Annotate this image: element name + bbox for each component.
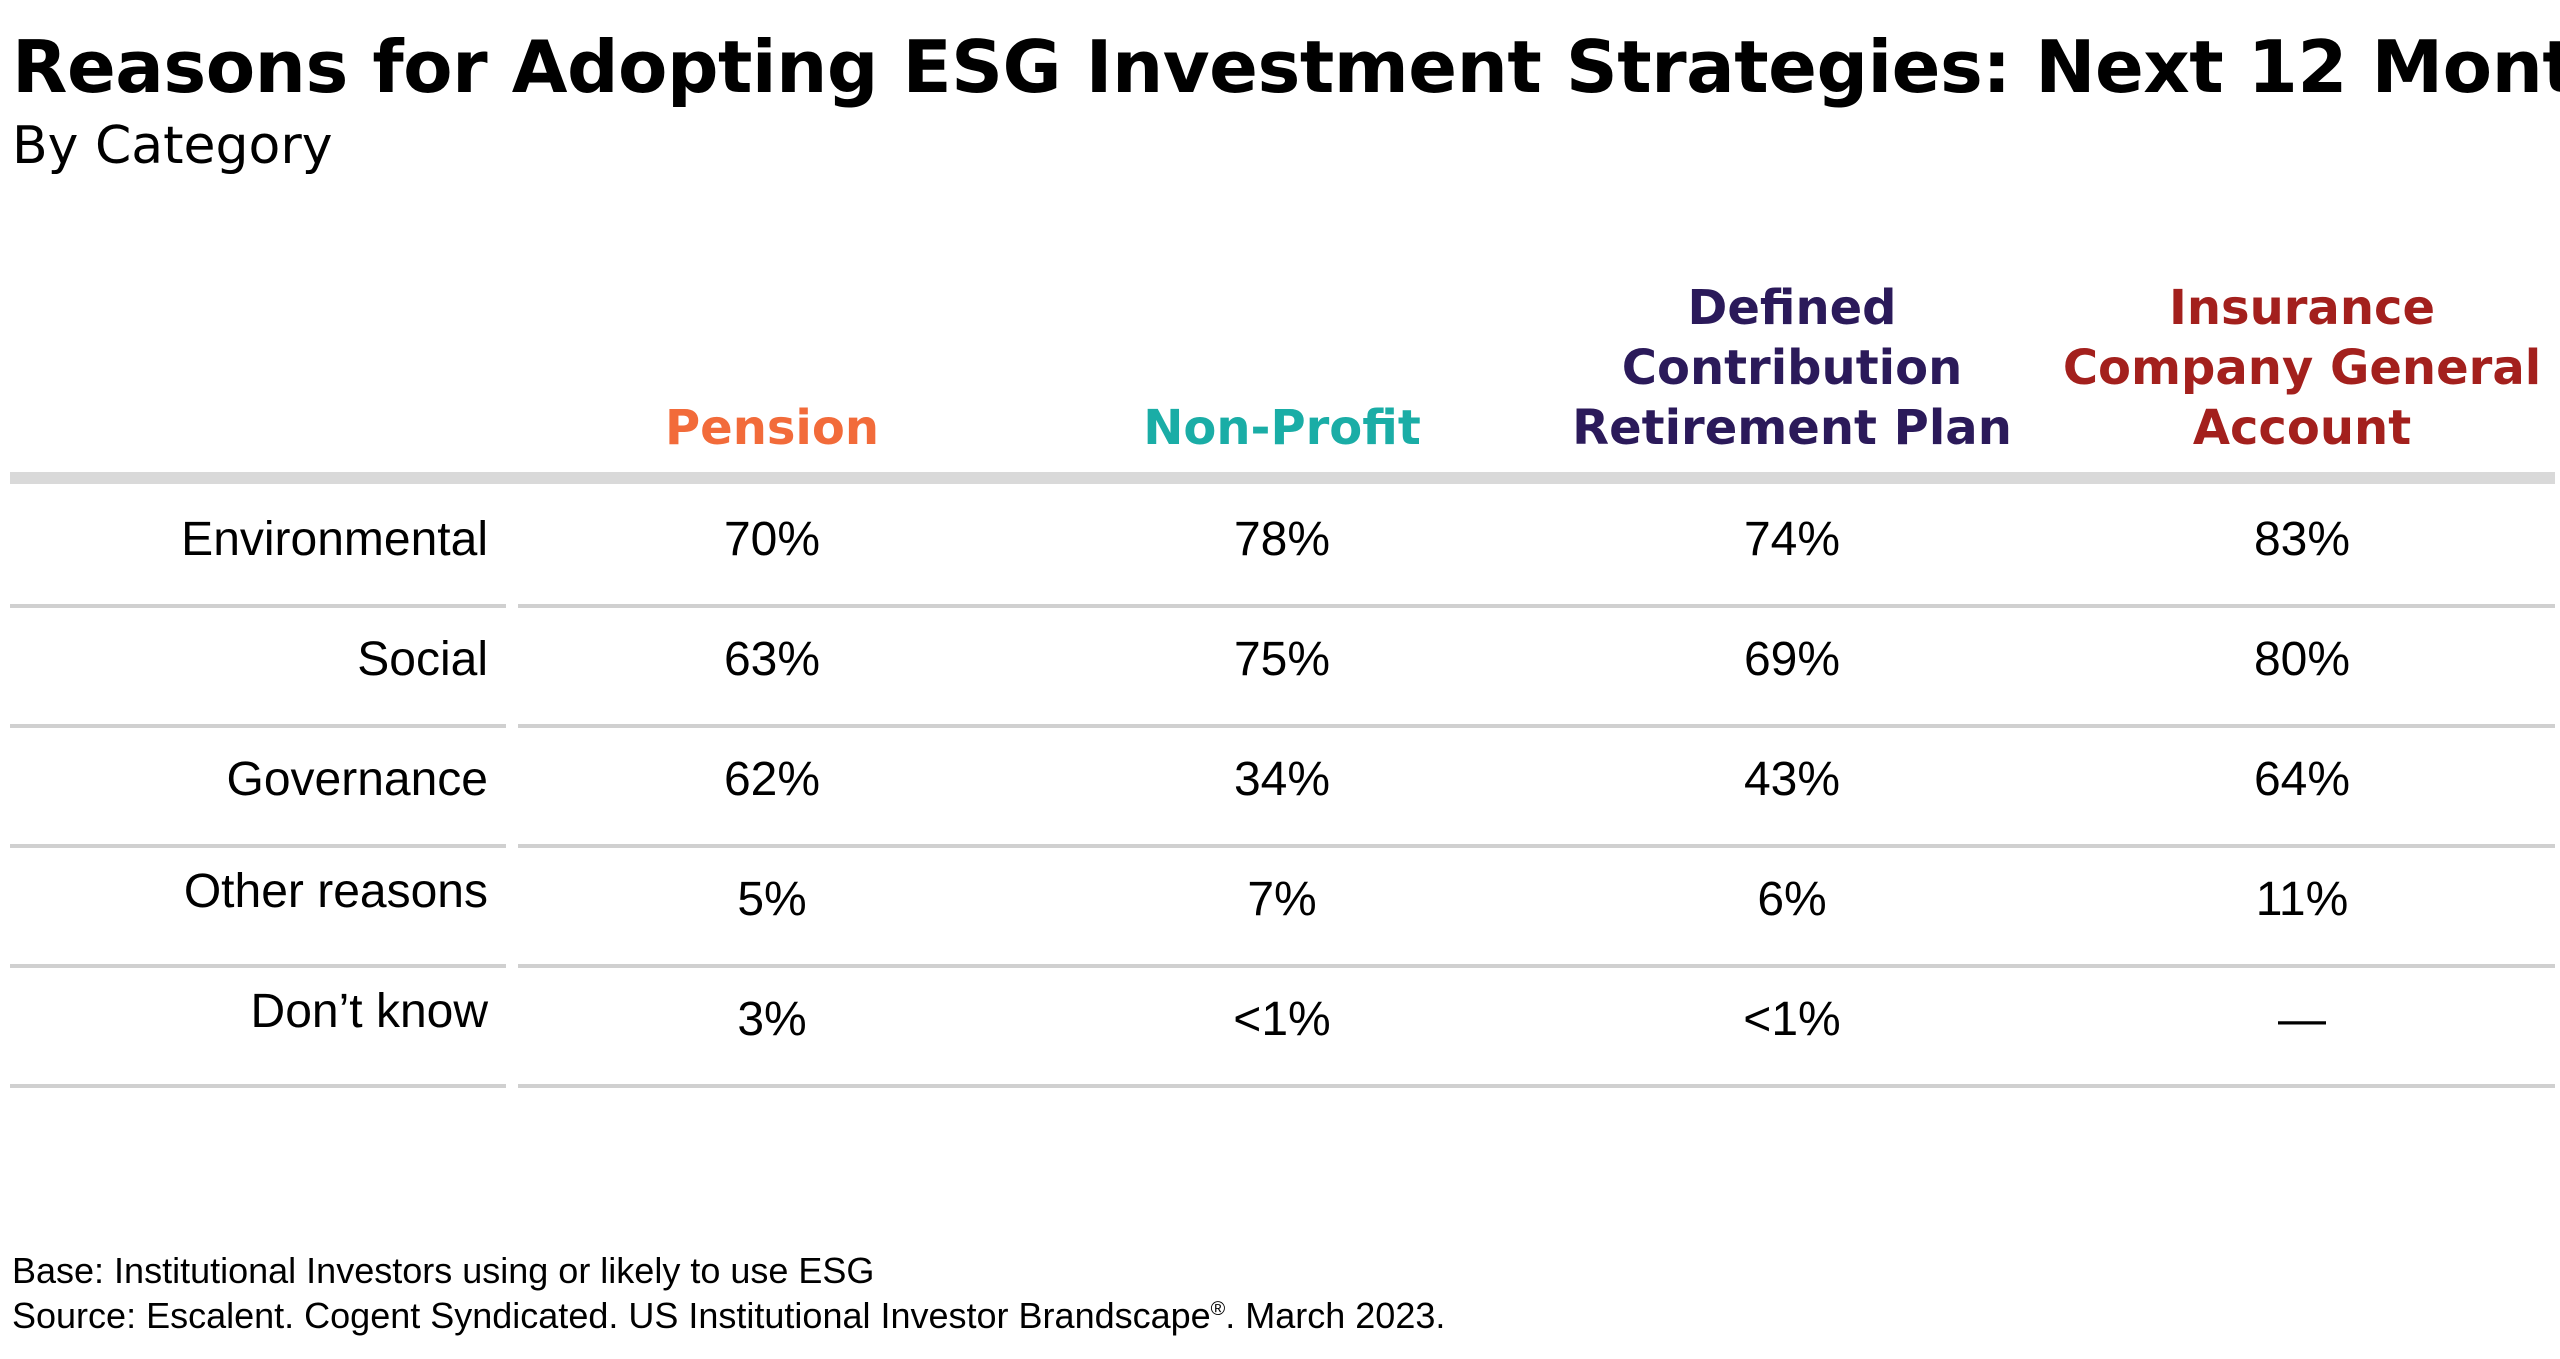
table-cell: 5%: [737, 873, 807, 926]
column-header-line: Insurance: [2168, 280, 2435, 336]
column-header-line: Retirement Plan: [1572, 400, 2012, 456]
row-divider: [10, 724, 506, 728]
table-cell: —: [2278, 993, 2326, 1046]
registered-mark: ®: [1210, 1298, 1226, 1320]
table-cell: 6%: [1757, 873, 1827, 926]
column-header-line: Non-Profit: [1143, 400, 1421, 456]
row-label: Governance: [226, 753, 489, 806]
table-cell: <1%: [1233, 993, 1331, 1046]
row-label: Environmental: [181, 513, 488, 566]
footnote-base: Base: Institutional Investors using or l…: [12, 1250, 875, 1291]
chart-title: Reasons for Adopting ESG Investment Stra…: [12, 25, 2560, 109]
column-header-line: Pension: [664, 400, 880, 456]
table-cell: 78%: [1233, 513, 1331, 566]
column-header-line: Account: [2192, 400, 2412, 456]
footnote-source-text: Source: Escalent. Cogent Syndicated. US …: [12, 1295, 1211, 1336]
table-cell: 64%: [2253, 753, 2351, 806]
row-divider: [518, 964, 2555, 968]
row-divider: [10, 1084, 506, 1088]
column-header-defined-contribution: Defined Contribution Retirement Plan: [1522, 278, 2062, 458]
table-cell: 80%: [2253, 633, 2351, 686]
column-header-line: Company General: [2062, 340, 2542, 396]
table-cell: 69%: [1743, 633, 1841, 686]
column-header-insurance: Insurance Company General Account: [2032, 278, 2560, 458]
row-label: Social: [357, 633, 488, 686]
table-cell: 34%: [1233, 753, 1331, 806]
row-label: Other reasons: [183, 865, 488, 918]
row-divider: [518, 1084, 2555, 1088]
table-cell: 75%: [1233, 633, 1331, 686]
row-divider: [10, 604, 506, 608]
table-cell: 7%: [1247, 873, 1317, 926]
column-header-line: Contribution: [1621, 340, 1963, 396]
footnote-source-date: . March 2023.: [1225, 1295, 1446, 1336]
chart-subtitle: By Category: [12, 116, 333, 176]
table-cell: 62%: [723, 753, 821, 806]
table-cell: 70%: [723, 513, 821, 566]
footnote-source: Source: Escalent. Cogent Syndicated. US …: [12, 1295, 1445, 1337]
table-cell: 63%: [723, 633, 821, 686]
table-cell: 43%: [1743, 753, 1841, 806]
table-cell: 11%: [2255, 873, 2349, 926]
header-divider-bar: [10, 472, 2555, 484]
row-divider: [518, 724, 2555, 728]
column-header-non-profit: Non-Profit: [1012, 398, 1552, 458]
table-cell: 74%: [1743, 513, 1841, 566]
row-label: Don’t know: [250, 985, 488, 1038]
row-divider: [10, 844, 506, 848]
row-divider: [518, 844, 2555, 848]
row-divider: [518, 604, 2555, 608]
table-cell: 3%: [737, 993, 807, 1046]
row-divider: [10, 964, 506, 968]
column-header-pension: Pension: [502, 398, 1042, 458]
column-header-line: Defined: [1687, 280, 1897, 336]
table-cell: 83%: [2253, 513, 2351, 566]
table-cell: <1%: [1743, 993, 1841, 1046]
